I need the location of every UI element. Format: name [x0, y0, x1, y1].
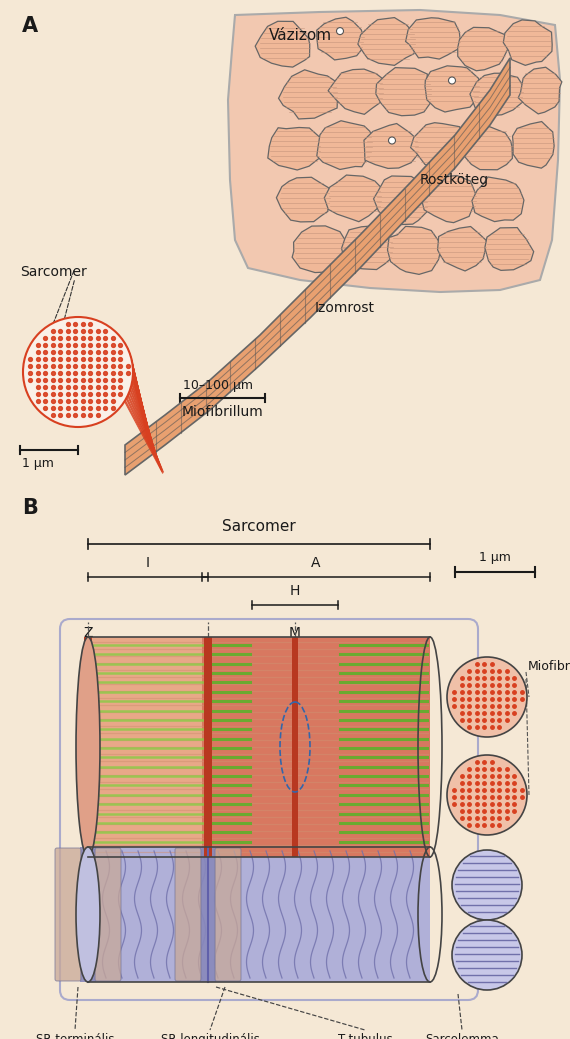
Ellipse shape	[76, 847, 100, 982]
Text: A: A	[311, 556, 321, 570]
Circle shape	[449, 77, 455, 84]
FancyBboxPatch shape	[202, 637, 430, 857]
Bar	[80, 847, 96, 982]
Polygon shape	[268, 128, 323, 170]
Ellipse shape	[76, 637, 100, 857]
Text: SR terminális
ciszternák: SR terminális ciszternák	[36, 1033, 114, 1039]
Text: 1 μm: 1 μm	[479, 551, 511, 564]
Polygon shape	[373, 176, 429, 224]
Text: H: H	[290, 584, 300, 598]
Text: B: B	[22, 498, 38, 518]
FancyBboxPatch shape	[215, 848, 241, 981]
Polygon shape	[328, 69, 386, 114]
Polygon shape	[503, 20, 552, 65]
Text: Sarcomer: Sarcomer	[20, 265, 87, 279]
Text: Miofibrillumok: Miofibrillumok	[528, 661, 570, 673]
Circle shape	[452, 850, 522, 920]
FancyBboxPatch shape	[55, 848, 81, 981]
Text: Vázizom: Vázizom	[268, 28, 332, 43]
Polygon shape	[279, 70, 337, 118]
Polygon shape	[461, 126, 512, 169]
FancyBboxPatch shape	[88, 637, 430, 857]
Polygon shape	[255, 22, 310, 68]
Polygon shape	[472, 177, 524, 221]
Polygon shape	[425, 65, 483, 112]
Circle shape	[447, 657, 527, 737]
Text: Izomrost: Izomrost	[315, 301, 375, 315]
Circle shape	[389, 137, 396, 144]
Bar	[292, 637, 298, 857]
Polygon shape	[406, 18, 460, 59]
Polygon shape	[458, 27, 510, 71]
Polygon shape	[388, 227, 441, 274]
Text: 1 μm: 1 μm	[22, 457, 54, 470]
Polygon shape	[324, 175, 385, 221]
Polygon shape	[317, 121, 375, 169]
Text: A: A	[22, 16, 38, 36]
Circle shape	[23, 317, 133, 427]
Polygon shape	[376, 68, 434, 115]
Text: M: M	[289, 627, 301, 640]
Polygon shape	[518, 68, 562, 114]
Polygon shape	[276, 178, 329, 222]
Text: 10–100 μm: 10–100 μm	[183, 379, 253, 392]
Polygon shape	[485, 228, 534, 270]
Polygon shape	[125, 58, 510, 475]
Text: Miofibrillum: Miofibrillum	[182, 405, 264, 419]
Polygon shape	[512, 122, 554, 168]
FancyBboxPatch shape	[175, 848, 201, 981]
Polygon shape	[317, 18, 366, 60]
Polygon shape	[364, 124, 422, 168]
Text: T-tubulus: T-tubulus	[337, 1033, 392, 1039]
Text: Sarcolemma: Sarcolemma	[425, 1033, 499, 1039]
Text: SR longitudinális
tubulusok: SR longitudinális tubulusok	[161, 1033, 259, 1039]
Text: Z: Z	[83, 627, 93, 640]
FancyBboxPatch shape	[95, 848, 121, 981]
Circle shape	[452, 920, 522, 990]
Text: Rostköteg: Rostköteg	[420, 174, 489, 187]
Polygon shape	[228, 10, 560, 292]
Bar	[200, 847, 216, 982]
Bar	[204, 637, 212, 857]
Circle shape	[336, 28, 344, 34]
Text: I: I	[146, 556, 150, 570]
Polygon shape	[410, 123, 466, 167]
Polygon shape	[292, 225, 347, 272]
Bar	[84, 637, 92, 857]
Polygon shape	[470, 73, 524, 115]
Polygon shape	[358, 18, 418, 65]
Text: Sarcomer: Sarcomer	[222, 520, 296, 534]
FancyBboxPatch shape	[88, 847, 430, 982]
Circle shape	[447, 755, 527, 835]
Polygon shape	[421, 176, 477, 222]
Polygon shape	[438, 227, 487, 271]
Polygon shape	[341, 227, 393, 269]
